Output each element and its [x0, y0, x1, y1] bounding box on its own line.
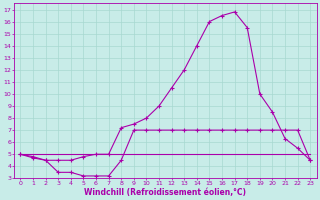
X-axis label: Windchill (Refroidissement éolien,°C): Windchill (Refroidissement éolien,°C) [84, 188, 246, 197]
